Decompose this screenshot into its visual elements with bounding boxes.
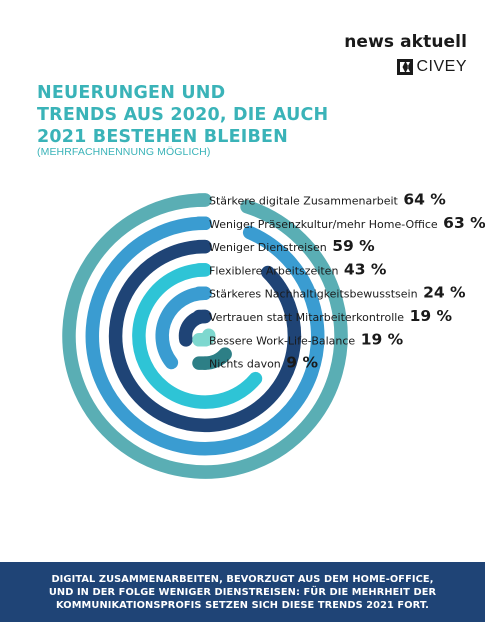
chart-value-label: 19 % xyxy=(361,330,404,348)
brand-block: news aktuell CIVEY xyxy=(344,32,467,76)
footer-line: KOMMUNIKATIONSPROFIS SETZEN SICH DIESE T… xyxy=(56,599,429,611)
chart-category-label: Bessere Work-Life-Balance 19 % xyxy=(209,330,404,348)
chart-category-label: Nichts davon 9 % xyxy=(209,354,318,372)
chart-category-label: Stärkeres Nachhaltigkeitsbewusstsein 24 … xyxy=(209,284,466,302)
chart-value-label: 43 % xyxy=(344,260,387,278)
chart-arc xyxy=(132,263,263,409)
chart-value-label: 9 % xyxy=(286,354,318,372)
title-line: TRENDS AUS 2020, DIE AUCH xyxy=(37,105,329,125)
chart-arc xyxy=(62,193,348,479)
chart-value-label: 63 % xyxy=(443,214,485,232)
page-title: NEUERUNGEN UND TRENDS AUS 2020, DIE AUCH… xyxy=(37,82,328,148)
footer-line: DIGITAL ZUSAMMENARBEITEN, BEVORZUGT AUS … xyxy=(51,573,434,585)
chart-arc xyxy=(108,239,302,433)
partner-logo: CIVEY xyxy=(344,58,467,76)
chart-value-label: 59 % xyxy=(332,237,375,255)
chart-value-label: 24 % xyxy=(423,284,466,302)
chart-value-label: 64 % xyxy=(403,191,446,209)
brand-name: news aktuell xyxy=(344,32,467,52)
chart-category-label: Weniger Dienstreisen 59 % xyxy=(209,237,375,255)
footer-banner: DIGITAL ZUSAMMENARBEITEN, BEVORZUGT AUS … xyxy=(0,562,485,622)
subtitle: (MEHRFACHNENNUNG MÖGLICH) xyxy=(37,146,211,158)
chart-category-label: Stärkere digitale Zusammenarbeit 64 % xyxy=(209,191,446,209)
footer-line: UND IN DER FOLGE WENIGER DIENSTREISEN: F… xyxy=(48,586,437,598)
civey-logo-icon xyxy=(397,59,414,75)
chart-category-label: Vertrauen statt Mitarbeiterkontrolle 19 … xyxy=(209,307,453,325)
chart-value-label: 19 % xyxy=(410,307,453,325)
title-line: 2021 BESTEHEN BLEIBEN xyxy=(37,127,289,147)
chart-arc xyxy=(85,216,325,456)
footer-text: DIGITAL ZUSAMMENARBEITEN, BEVORZUGT AUS … xyxy=(49,573,436,612)
partner-name: CIVEY xyxy=(416,58,467,75)
title-line: NEUERUNGEN UND xyxy=(37,83,226,103)
chart-category-label: Weniger Präsenzkultur/mehr Home-Office 6… xyxy=(209,214,485,232)
